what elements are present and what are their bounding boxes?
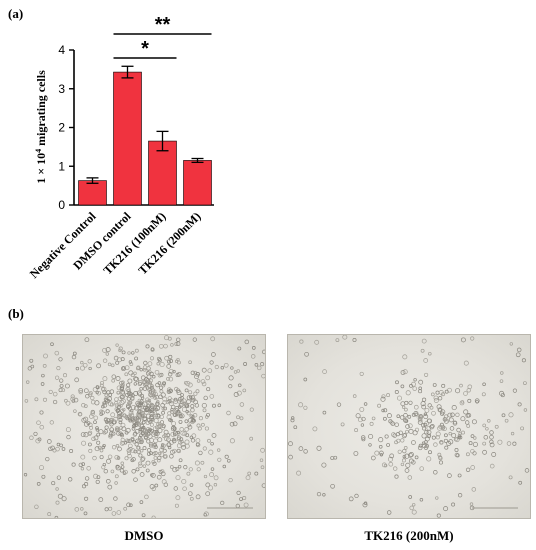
micrograph-caption-tk216: TK216 (200nM) (364, 528, 454, 543)
panel-b-label: (b) (8, 306, 24, 321)
y-tick-label: 3 (58, 82, 65, 96)
chart-bars (78, 65, 212, 206)
micrograph-dmso (22, 334, 266, 519)
significance-marker: ** (155, 14, 171, 36)
y-axis-title-exponent: 4 (34, 149, 43, 153)
migrated-cells (288, 335, 530, 518)
bar (183, 160, 212, 206)
x-category-label: TK216 (200nM) (135, 209, 203, 277)
bar (148, 140, 177, 206)
cell-field-tk216 (288, 335, 530, 518)
y-axis-title-prefix: 1 × 10 (34, 153, 48, 184)
y-axis-title-suffix: migrating cells (34, 70, 48, 149)
cell-field-dmso (23, 335, 265, 518)
y-tick-label: 2 (58, 121, 65, 135)
bar (113, 71, 142, 206)
bar (78, 180, 107, 206)
y-tick-label: 0 (58, 198, 65, 212)
y-axis-title: 1 × 104 migrating cells (34, 70, 49, 184)
micrograph-caption-dmso: DMSO (124, 528, 164, 543)
significance-marker: * (141, 38, 149, 60)
y-tick-label: 4 (58, 43, 65, 57)
migrated-cells (23, 335, 265, 518)
panel-a-label: (a) (8, 6, 24, 21)
micrograph-tk216 (287, 334, 531, 519)
y-tick-label: 1 (58, 159, 65, 173)
significance-annotations: *** (113, 14, 212, 60)
